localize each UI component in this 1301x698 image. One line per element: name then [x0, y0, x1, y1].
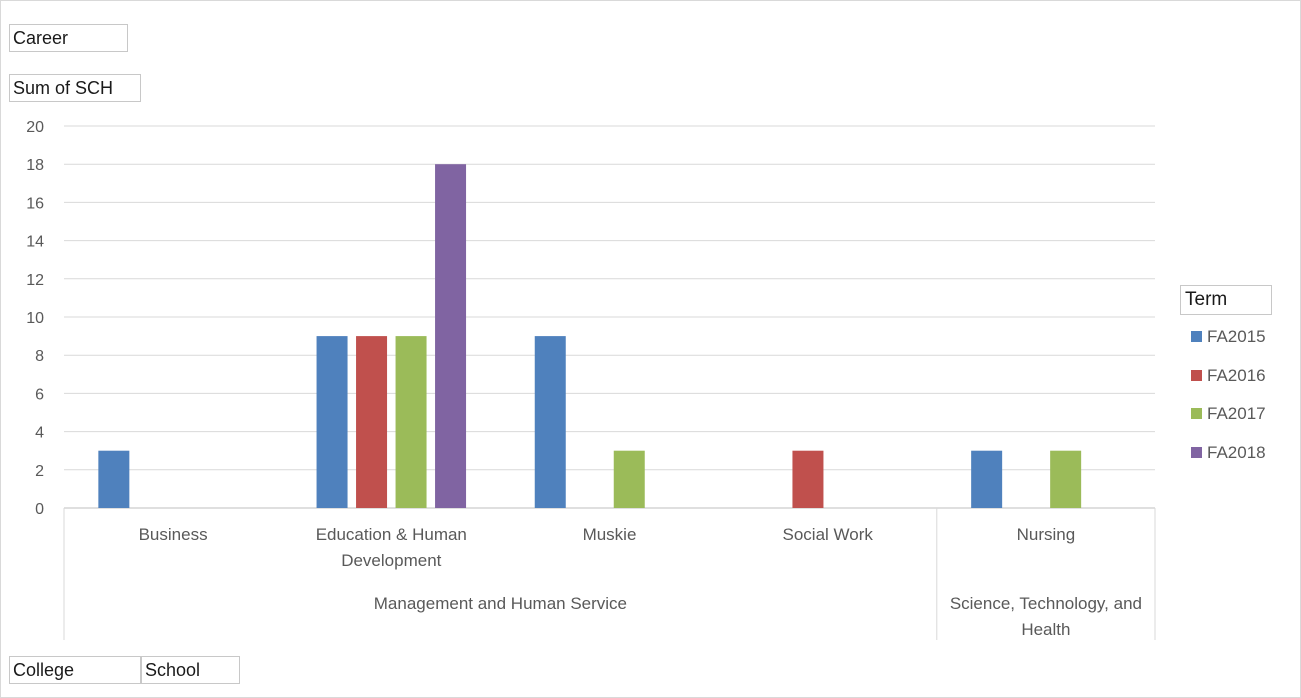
category-label: Business	[139, 525, 208, 544]
legend-item-fa2015[interactable]: FA2015	[1191, 327, 1266, 347]
value-field-button[interactable]: Sum of SCH	[9, 74, 141, 102]
bar-fa2016	[792, 450, 824, 508]
category-label: Muskie	[583, 525, 637, 544]
bar-fa2015	[534, 336, 566, 508]
y-tick-label: 14	[26, 234, 44, 251]
group-label: Science, Technology, and	[950, 594, 1142, 613]
group-label: Management and Human Service	[374, 594, 627, 613]
bar-fa2017	[395, 336, 427, 508]
y-tick-label: 10	[26, 310, 44, 327]
bar-fa2017	[613, 450, 645, 508]
legend-label: FA2017	[1207, 404, 1266, 423]
bar-fa2015	[971, 450, 1003, 508]
legend-item-fa2017[interactable]: FA2017	[1191, 404, 1266, 424]
legend-item-fa2018[interactable]: FA2018	[1191, 443, 1266, 463]
y-tick-label: 0	[35, 501, 44, 518]
legend-label: FA2018	[1207, 442, 1266, 462]
career-filter-button[interactable]: Career	[9, 24, 128, 52]
y-tick-label: 20	[26, 119, 44, 136]
y-tick-label: 12	[26, 272, 44, 289]
legend-swatch	[1191, 331, 1202, 342]
category-label: Social Work	[783, 525, 874, 544]
y-tick-label: 6	[35, 386, 44, 403]
legend-title[interactable]: Term	[1180, 285, 1272, 315]
bar-fa2015	[98, 450, 130, 508]
legend-swatch	[1191, 446, 1202, 458]
bar-fa2016	[356, 336, 388, 508]
legend-swatch	[1191, 369, 1202, 381]
category-label: Development	[341, 551, 441, 570]
y-tick-label: 16	[26, 195, 44, 212]
bar-fa2015	[316, 336, 348, 508]
bar-fa2017	[1050, 450, 1082, 508]
category-label: Education & Human	[316, 525, 467, 544]
category-label: Nursing	[1017, 525, 1076, 544]
row-field-school-button[interactable]: School	[141, 656, 240, 684]
y-tick-label: 2	[35, 463, 44, 480]
legend-label: FA2016	[1207, 365, 1266, 385]
legend-label: FA2015	[1207, 327, 1266, 346]
y-tick-label: 4	[35, 425, 44, 442]
row-field-college-button[interactable]: College	[9, 656, 141, 684]
bar-fa2018	[435, 164, 467, 508]
y-tick-label: 18	[26, 157, 44, 174]
group-label: Health	[1021, 620, 1070, 639]
y-tick-label: 8	[35, 348, 44, 365]
legend-swatch	[1191, 408, 1202, 419]
legend-item-fa2016[interactable]: FA2016	[1191, 366, 1266, 386]
